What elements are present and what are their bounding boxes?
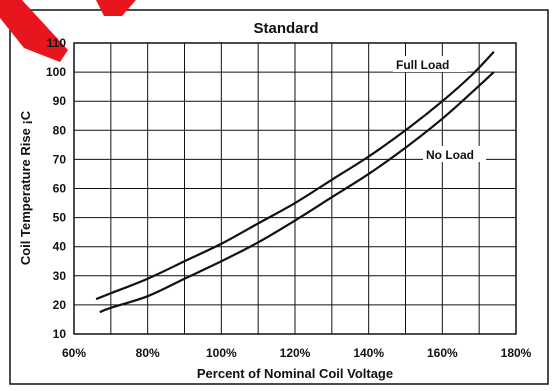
x-tick-label: 60%	[62, 346, 86, 360]
chart-title: Standard	[253, 20, 318, 37]
y-axis-title: Coil Temperature Rise ¡C	[18, 110, 33, 265]
x-tick-label: 80%	[136, 346, 160, 360]
y-tick-label: 80	[53, 123, 67, 137]
grid	[74, 43, 516, 334]
y-tick-label: 10	[53, 327, 67, 341]
chart-frame	[9, 9, 549, 385]
y-tick-label: 60	[53, 182, 67, 196]
x-tick-label: 120%	[280, 346, 311, 360]
series-line-full-load	[95, 50, 495, 301]
y-tick-label: 70	[53, 152, 67, 166]
no-load-label: No Load	[426, 148, 474, 162]
y-tick-label: 20	[53, 298, 67, 312]
y-tick-label: 90	[53, 94, 67, 108]
x-tick-label: 100%	[206, 346, 237, 360]
plot-area-border	[73, 42, 517, 335]
red-tab	[96, 0, 136, 16]
x-axis-title: Percent of Nominal Coil Voltage	[197, 366, 393, 381]
series-lines	[95, 50, 495, 314]
x-tick-label: 140%	[353, 346, 384, 360]
red-corner-stripe	[0, 0, 68, 62]
y-tick-label: 110	[47, 36, 67, 50]
x-tick-label: 160%	[427, 346, 458, 360]
full-load-label: Full Load	[396, 58, 449, 72]
series-line-no-load	[99, 71, 495, 314]
full-load-label-bg	[393, 56, 467, 72]
y-tick-label: 50	[53, 211, 67, 225]
x-tick-label: 180%	[501, 346, 532, 360]
y-tick-label: 40	[53, 240, 67, 254]
tick-labels: 10 20 30 40 50 60 70 80 90 100 110 60% 80% 100% 120% 14…	[46, 36, 532, 360]
y-tick-label: 30	[53, 269, 67, 283]
no-load-label-bg	[423, 146, 486, 162]
y-tick-label: 100	[46, 65, 66, 79]
